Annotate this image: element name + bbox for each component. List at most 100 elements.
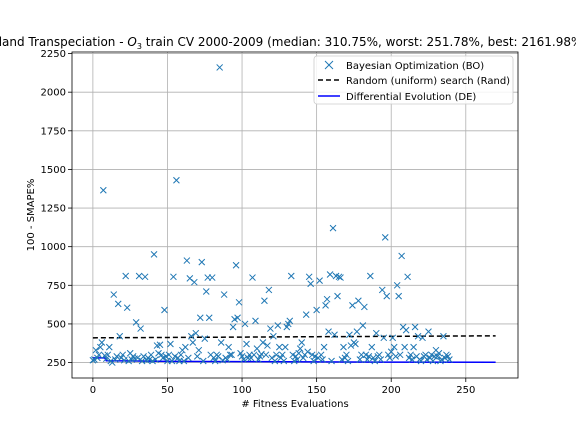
bo-point <box>435 349 443 357</box>
bo-point <box>150 251 158 258</box>
bo-point <box>140 353 147 360</box>
bo-point <box>193 353 201 360</box>
bo-point <box>401 343 408 351</box>
bo-point <box>371 357 379 365</box>
bo-point <box>99 186 107 194</box>
bo-point <box>135 272 143 280</box>
bo-point <box>396 351 404 359</box>
bo-point <box>278 351 286 359</box>
bo-point <box>96 343 104 351</box>
bo-point <box>356 356 364 363</box>
x-axis-ticks: 0 50 100 150 200 250 <box>90 378 475 396</box>
bo-point <box>167 340 174 348</box>
bo-point <box>361 303 368 311</box>
bo-point <box>368 343 376 351</box>
bo-point <box>375 351 383 359</box>
bo-point <box>353 328 361 336</box>
bo-point <box>116 332 124 340</box>
bo-point <box>261 297 268 305</box>
chart-title-o-subscript: 3 <box>137 42 142 51</box>
bo-point <box>395 292 403 300</box>
bo-point <box>440 332 447 340</box>
legend-box <box>313 55 514 105</box>
bo-point <box>264 342 271 349</box>
bo-point <box>205 314 213 322</box>
bo-point <box>226 351 234 359</box>
bo-point <box>180 357 188 365</box>
bo-point <box>105 343 113 351</box>
bo-point <box>183 257 191 264</box>
bo-point <box>201 335 209 342</box>
bo-point <box>216 64 224 71</box>
bo-point <box>220 291 228 298</box>
bo-point <box>234 314 241 322</box>
y-tick-label: 2250 <box>41 49 66 60</box>
bo-point <box>225 343 232 351</box>
bo-point <box>331 331 338 339</box>
bo-point <box>329 224 337 232</box>
bo-point <box>380 334 388 342</box>
bo-point <box>307 280 315 288</box>
bo-point <box>319 356 326 363</box>
bo-point <box>389 334 397 342</box>
bo-point <box>182 343 189 351</box>
bo-point <box>286 317 294 325</box>
bo-point <box>431 353 438 360</box>
bo-point <box>211 357 219 365</box>
bo-point <box>287 272 295 280</box>
bo-point <box>281 343 289 351</box>
x-tick-label: 200 <box>382 385 401 396</box>
bo-point <box>110 291 118 298</box>
bo-point <box>310 357 317 365</box>
bo-point <box>417 357 425 365</box>
bo-point <box>355 297 362 305</box>
bo-point <box>249 274 256 281</box>
bo-point <box>137 325 144 332</box>
bo-point <box>122 272 130 280</box>
chart-title-o-letter: O <box>127 35 136 49</box>
bo-point <box>270 332 277 340</box>
bo-point <box>377 356 385 363</box>
bo-point <box>366 272 374 280</box>
bo-point <box>386 354 394 362</box>
bo-point <box>346 331 353 339</box>
bo-point <box>187 332 195 340</box>
bo-point <box>414 332 422 340</box>
bo-point <box>326 271 334 278</box>
bo-point <box>316 277 323 285</box>
bo-point <box>390 343 398 351</box>
x-tick-label: 150 <box>307 385 326 396</box>
bo-point <box>202 288 210 295</box>
x-axis-label: # Fitness Evaluations <box>241 399 348 410</box>
bo-point <box>141 273 149 281</box>
bo-point <box>302 311 310 319</box>
bo-point <box>189 339 197 346</box>
bo-point <box>196 314 204 322</box>
bo-point <box>425 328 432 336</box>
bo-point <box>92 346 100 354</box>
bo-point <box>343 351 350 359</box>
bo-point <box>359 322 367 329</box>
bo-point <box>177 351 185 359</box>
bo-point <box>411 323 419 331</box>
legend-label-random: Random (uniform) search (Rand) <box>346 76 510 87</box>
bo-point <box>402 326 410 334</box>
bo-point <box>280 357 288 365</box>
bo-point <box>265 286 273 294</box>
bo-point <box>408 356 416 363</box>
bo-point <box>422 351 429 359</box>
bo-point <box>262 351 270 359</box>
bo-point <box>313 306 320 314</box>
legend-label-de: Differential Evolution (DE) <box>346 92 476 103</box>
legend: Bayesian Optimization (BO) Random (unifo… <box>313 55 514 105</box>
bo-point <box>235 298 243 306</box>
bo-point <box>252 317 259 325</box>
plot-frame <box>71 51 519 379</box>
y-axis-ticks: 250 500 750 1000 1250 1500 1750 2000 2250 <box>41 49 72 369</box>
bo-point <box>274 322 282 329</box>
bo-point <box>184 354 192 362</box>
bo-point <box>208 274 216 281</box>
bo-point <box>404 273 411 281</box>
plot-area <box>71 51 519 379</box>
